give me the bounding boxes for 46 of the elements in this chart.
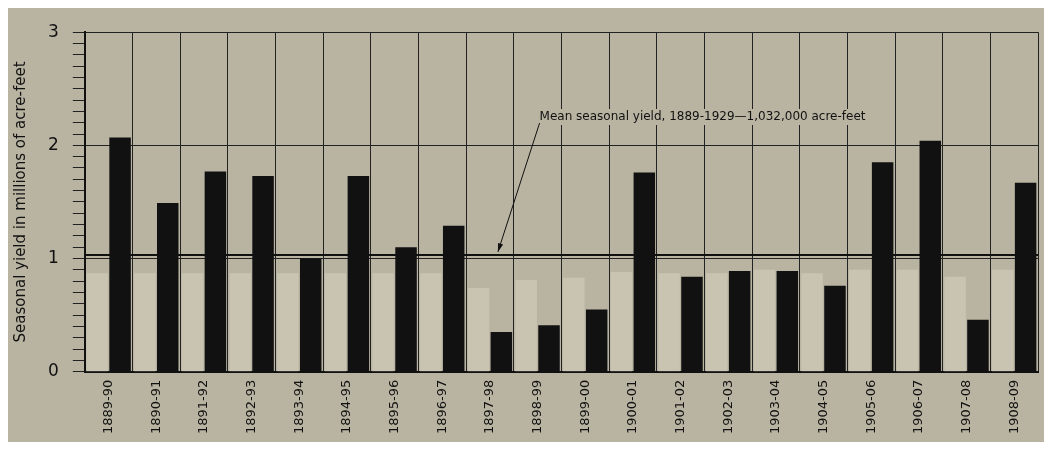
x-tick-label: 1896-97 bbox=[433, 379, 449, 435]
x-tick-label: 1900-01 bbox=[624, 379, 640, 435]
x-tick-label: 1902-03 bbox=[719, 379, 735, 435]
x-tick-label: 1907-08 bbox=[957, 379, 973, 435]
bar bbox=[467, 287, 490, 372]
bar bbox=[420, 273, 442, 372]
bar bbox=[896, 269, 919, 372]
x-tick-label: 1903-04 bbox=[767, 379, 783, 435]
x-tick-label: 1901-02 bbox=[671, 379, 687, 435]
x-tick-label: 1898-99 bbox=[528, 379, 544, 435]
x-tick-label: 1899-00 bbox=[576, 379, 592, 435]
x-tick-label: 1893-94 bbox=[290, 379, 306, 435]
bar bbox=[515, 280, 537, 372]
x-tick-label: 1904-05 bbox=[814, 379, 830, 435]
bar bbox=[706, 273, 728, 372]
bar bbox=[372, 273, 394, 372]
x-tick-label: 1895-96 bbox=[385, 379, 401, 435]
x-tick-label: 1906-07 bbox=[910, 379, 926, 435]
x-tick-label: 1894-95 bbox=[338, 379, 354, 435]
y-tick-label: 2 bbox=[47, 133, 59, 154]
x-tick-label: 1889-90 bbox=[100, 379, 116, 435]
y-tick-label: 3 bbox=[47, 20, 59, 41]
bar bbox=[86, 273, 108, 372]
bar bbox=[181, 273, 204, 372]
bar bbox=[849, 269, 871, 372]
x-tick-label: 1891-92 bbox=[195, 379, 211, 435]
bar bbox=[991, 269, 1014, 372]
x-tick-label: 1897-98 bbox=[481, 379, 497, 435]
bar bbox=[229, 273, 251, 372]
x-tick-label: 1890-91 bbox=[147, 379, 163, 435]
y-tick-label: 0 bbox=[47, 360, 59, 381]
bar bbox=[658, 273, 680, 372]
x-tick-label: 1908-09 bbox=[1005, 379, 1021, 435]
bar bbox=[610, 272, 633, 372]
bar bbox=[324, 273, 347, 372]
ref-line-label: Mean seasonal yield, 1889-1929—1,032,000 acre-feet bbox=[539, 109, 866, 124]
x-tick-label: 1892-93 bbox=[243, 379, 258, 435]
bar bbox=[277, 273, 299, 372]
bar bbox=[801, 273, 823, 372]
y-axis-title: Seasonal yield in millions of acre-feet bbox=[10, 61, 29, 343]
x-tick-label: 1905-06 bbox=[862, 379, 878, 435]
bar bbox=[563, 277, 585, 372]
bar bbox=[753, 269, 776, 372]
y-tick-label: 1 bbox=[47, 246, 59, 267]
bar bbox=[134, 273, 156, 372]
bar bbox=[944, 276, 966, 372]
